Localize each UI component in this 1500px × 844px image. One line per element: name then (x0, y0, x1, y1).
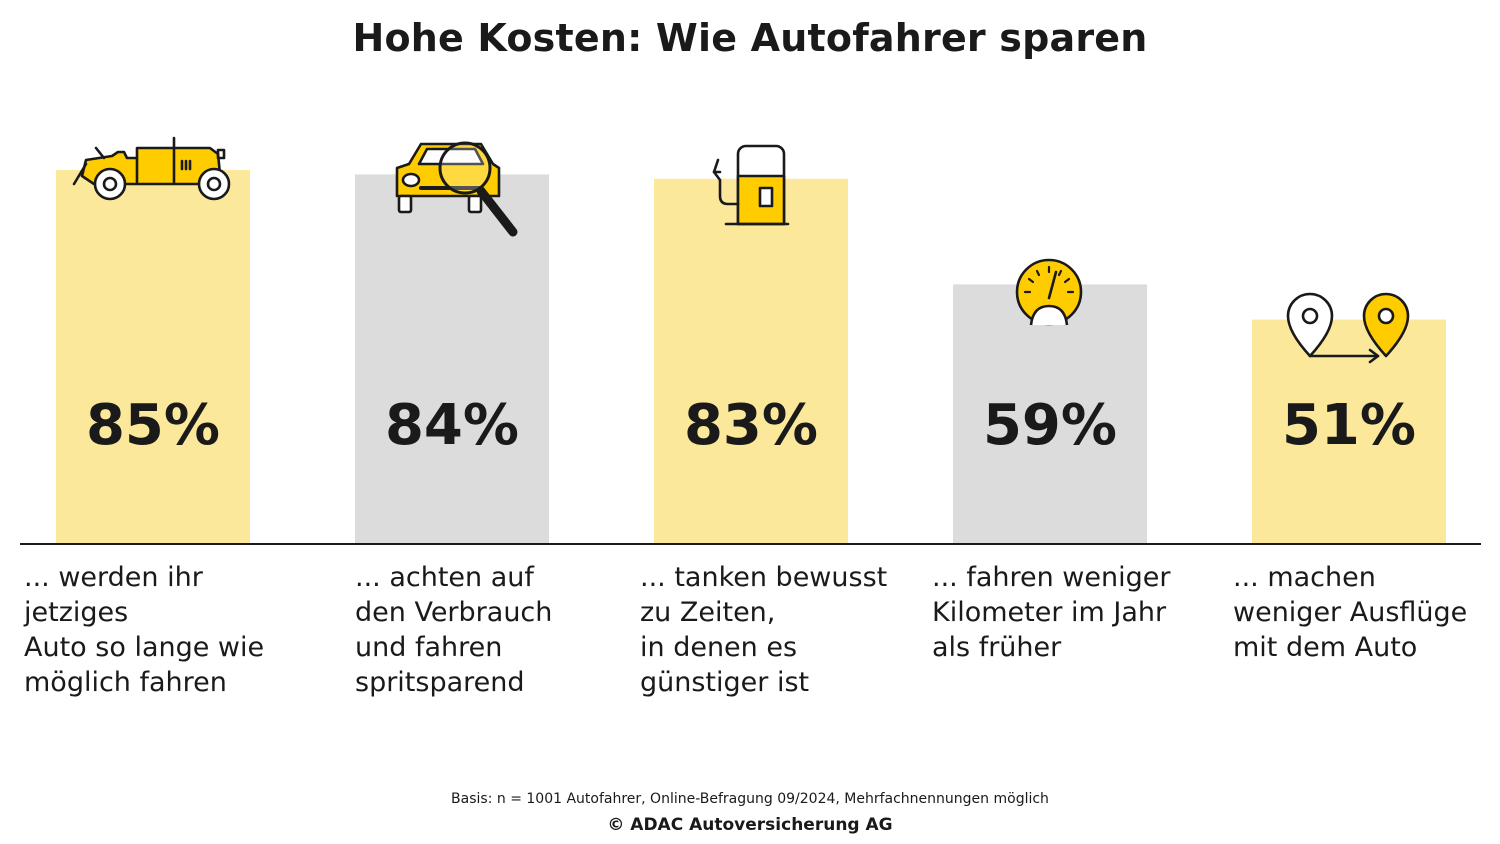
bar-3 (654, 178, 848, 545)
category-label-line: Kilometer im Jahr (932, 597, 1167, 628)
route-pins-icon (1286, 292, 1410, 364)
category-label-line: Auto so lange wie (24, 632, 265, 663)
category-label-line: zu Zeiten, (640, 597, 776, 628)
bar-4 (953, 284, 1147, 544)
category-label-2: ... achten auf den Verbrauch und fahren spr… (355, 560, 625, 700)
footnote: Basis: n = 1001 Autofahrer, Online-Befra… (451, 791, 1049, 807)
category-label-3: ... tanken bewusst zu Zeiten, in denen es g… (640, 560, 910, 700)
category-label-5: ... machen weniger Ausflüge mit dem Auto (1233, 560, 1500, 665)
bar-value-label-3: 83% (684, 393, 818, 458)
car-magnifier-icon (395, 141, 518, 237)
category-label-line: als früher (932, 632, 1062, 663)
copyright: © ADAC Autoversicherung AG (607, 815, 893, 835)
category-label-line: möglich fahren (24, 667, 227, 698)
bar-1 (56, 170, 250, 544)
bar-value-label-1: 85% (86, 393, 220, 458)
category-label-line: ... tanken bewusst (640, 562, 888, 593)
category-label-1: ... werden ihr jetziges Auto so lange wie m… (24, 560, 294, 700)
category-label-line: weniger Ausflüge (1233, 597, 1468, 628)
speedometer-icon (1015, 258, 1083, 326)
category-label-4: ... fahren weniger Kilometer im Jahr als f… (932, 560, 1202, 665)
category-label-line: und fahren (355, 632, 503, 663)
category-label-line: günstiger ist (640, 667, 810, 698)
category-label-line: spritsparend (355, 667, 525, 698)
fuel-pump-icon (712, 144, 790, 226)
bar-value-label-5: 51% (1282, 393, 1416, 458)
bar-value-label-2: 84% (385, 393, 519, 458)
category-label-line: mit dem Auto (1233, 632, 1418, 663)
category-label-line: ... achten auf (355, 562, 534, 593)
category-label-line: in denen es (640, 632, 798, 663)
category-label-line: den Verbrauch (355, 597, 553, 628)
category-label-line: ... machen (1233, 562, 1376, 593)
chart-title: Hohe Kosten: Wie Autofahrer sparen (352, 16, 1148, 60)
category-label-line: ... fahren weniger (932, 562, 1171, 593)
bar-2 (355, 174, 549, 544)
category-label-line: jetziges (24, 597, 129, 628)
bar-value-label-4: 59% (983, 393, 1117, 458)
vintage-car-icon (72, 136, 231, 201)
category-label-line: ... werden ihr (24, 562, 203, 593)
